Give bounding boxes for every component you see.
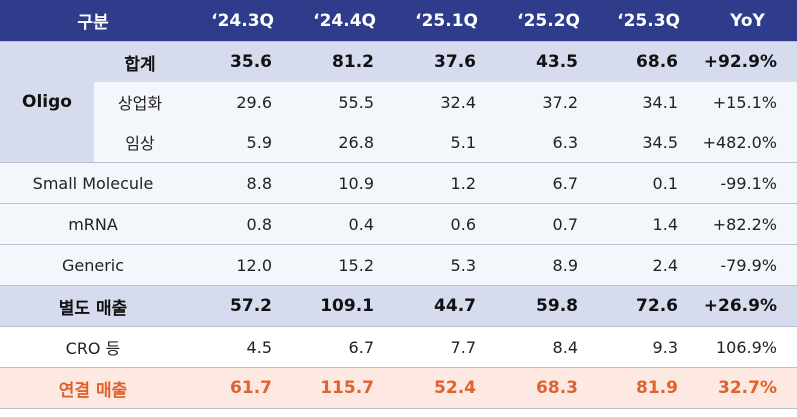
cell: 6.3 xyxy=(496,122,598,163)
cell: 8.9 xyxy=(496,244,598,286)
header-category: 구분 xyxy=(0,0,186,42)
cell: 55.5 xyxy=(292,82,394,122)
cell: 8.4 xyxy=(496,326,598,368)
row-label: 임상 xyxy=(94,122,186,163)
cell: 0.7 xyxy=(496,203,598,245)
cell: 0.1 xyxy=(598,162,698,204)
cell: 15.2 xyxy=(292,244,394,286)
cell: 4.5 xyxy=(186,326,292,368)
table-row: Generic 12.0 15.2 5.3 8.9 2.4 -79.9% xyxy=(0,244,797,286)
table-header-row: 구분 ‘24.3Q ‘24.4Q ‘25.1Q ‘25.2Q ‘25.3Q Yo… xyxy=(0,0,797,42)
cell: 1.4 xyxy=(598,203,698,245)
cell: 37.6 xyxy=(394,41,496,82)
cell: 5.1 xyxy=(394,122,496,163)
row-label: CRO 등 xyxy=(0,326,186,368)
cell: 68.6 xyxy=(598,41,698,82)
row-label: 합계 xyxy=(94,41,186,82)
cell: +482.0% xyxy=(698,122,797,163)
cell: 10.9 xyxy=(292,162,394,204)
cell: 0.4 xyxy=(292,203,394,245)
oligo-group-label: Oligo xyxy=(0,41,94,163)
cell: 12.0 xyxy=(186,244,292,286)
cell: 106.9% xyxy=(698,326,797,368)
cell: 32.7% xyxy=(698,367,797,409)
cell: 68.3 xyxy=(496,367,598,409)
cell: +15.1% xyxy=(698,82,797,122)
row-label: 연결 매출 xyxy=(0,367,186,409)
cell: 0.6 xyxy=(394,203,496,245)
cell: +92.9% xyxy=(698,41,797,82)
row-label: Small Molecule xyxy=(0,162,186,204)
header-col: ‘25.1Q xyxy=(394,0,496,42)
cell: 32.4 xyxy=(394,82,496,122)
cell: -79.9% xyxy=(698,244,797,286)
cell: 6.7 xyxy=(496,162,598,204)
cell: +82.2% xyxy=(698,203,797,245)
cell: 43.5 xyxy=(496,41,598,82)
table-row-total: 연결 매출 61.7 115.7 52.4 68.3 81.9 32.7% xyxy=(0,367,797,409)
header-col: ‘24.4Q xyxy=(292,0,394,42)
row-label: 상업화 xyxy=(94,82,186,122)
header-col: ‘25.2Q xyxy=(496,0,598,42)
cell: 5.3 xyxy=(394,244,496,286)
cell: 81.2 xyxy=(292,41,394,82)
cell: 8.8 xyxy=(186,162,292,204)
cell: 5.9 xyxy=(186,122,292,163)
cell: 7.7 xyxy=(394,326,496,368)
cell: 115.7 xyxy=(292,367,394,409)
row-label: mRNA xyxy=(0,203,186,245)
cell: 37.2 xyxy=(496,82,598,122)
cell: 59.8 xyxy=(496,285,598,327)
cell: 1.2 xyxy=(394,162,496,204)
cell: 81.9 xyxy=(598,367,698,409)
cell: 34.5 xyxy=(598,122,698,163)
table-row: Small Molecule 8.8 10.9 1.2 6.7 0.1 -99.… xyxy=(0,162,797,204)
cell: 72.6 xyxy=(598,285,698,327)
cell: 9.3 xyxy=(598,326,698,368)
cell: 6.7 xyxy=(292,326,394,368)
cell: 57.2 xyxy=(186,285,292,327)
cell: 2.4 xyxy=(598,244,698,286)
cell: 109.1 xyxy=(292,285,394,327)
table-row: Oligo 합계 35.6 81.2 37.6 43.5 68.6 +92.9% xyxy=(0,41,797,163)
row-label: Generic xyxy=(0,244,186,286)
cell: 0.8 xyxy=(186,203,292,245)
table-row: 상업화 29.6 55.5 32.4 37.2 34.1 +15.1% xyxy=(0,82,797,122)
cell: 34.1 xyxy=(598,82,698,122)
cell: +26.9% xyxy=(698,285,797,327)
table-row: CRO 등 4.5 6.7 7.7 8.4 9.3 106.9% xyxy=(0,326,797,368)
cell: 29.6 xyxy=(186,82,292,122)
header-yoy: YoY xyxy=(698,0,797,42)
header-col: ‘24.3Q xyxy=(186,0,292,42)
cell: 35.6 xyxy=(186,41,292,82)
cell: -99.1% xyxy=(698,162,797,204)
cell: 52.4 xyxy=(394,367,496,409)
cell: 61.7 xyxy=(186,367,292,409)
cell: 44.7 xyxy=(394,285,496,327)
row-label: 별도 매출 xyxy=(0,285,186,327)
header-col: ‘25.3Q xyxy=(598,0,698,42)
cell: 26.8 xyxy=(292,122,394,163)
table-row: 별도 매출 57.2 109.1 44.7 59.8 72.6 +26.9% xyxy=(0,285,797,327)
table-row: mRNA 0.8 0.4 0.6 0.7 1.4 +82.2% xyxy=(0,203,797,245)
table-row: 임상 5.9 26.8 5.1 6.3 34.5 +482.0% xyxy=(0,122,797,163)
